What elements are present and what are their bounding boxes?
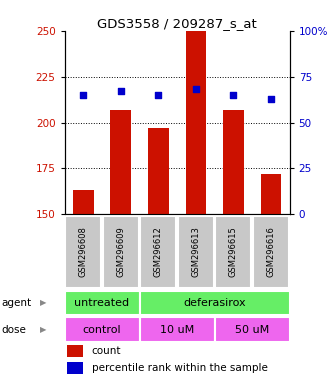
Point <box>118 88 123 94</box>
Text: dose: dose <box>2 324 26 334</box>
Text: 10 uM: 10 uM <box>160 324 194 334</box>
Text: GSM296608: GSM296608 <box>79 227 88 277</box>
Bar <box>148 128 168 214</box>
Bar <box>65 291 140 315</box>
Text: GSM296612: GSM296612 <box>154 227 163 277</box>
Bar <box>73 190 94 214</box>
Text: GSM296615: GSM296615 <box>229 227 238 277</box>
Bar <box>140 216 176 288</box>
Text: GSM296613: GSM296613 <box>191 227 200 277</box>
Text: untreated: untreated <box>74 298 130 308</box>
Bar <box>178 216 214 288</box>
Bar <box>223 110 244 214</box>
Bar <box>67 362 82 374</box>
Text: deferasirox: deferasirox <box>183 298 246 308</box>
Bar <box>111 110 131 214</box>
Bar <box>260 174 281 214</box>
Bar <box>253 216 289 288</box>
Text: ▶: ▶ <box>40 298 46 307</box>
Text: 50 uM: 50 uM <box>235 324 269 334</box>
Bar <box>214 317 290 342</box>
Bar <box>65 216 101 288</box>
Bar <box>215 216 251 288</box>
Text: control: control <box>83 324 121 334</box>
Title: GDS3558 / 209287_s_at: GDS3558 / 209287_s_at <box>97 17 257 30</box>
Point <box>231 92 236 98</box>
Bar <box>103 216 139 288</box>
Text: agent: agent <box>2 298 32 308</box>
Point <box>193 86 199 93</box>
Point <box>268 96 273 102</box>
Bar <box>67 345 82 357</box>
Text: percentile rank within the sample: percentile rank within the sample <box>92 363 267 373</box>
Point <box>156 92 161 98</box>
Text: count: count <box>92 346 121 356</box>
Bar <box>140 291 290 315</box>
Bar <box>185 31 206 214</box>
Bar <box>65 317 140 342</box>
Point <box>81 92 86 98</box>
Bar <box>140 317 214 342</box>
Text: GSM296616: GSM296616 <box>266 227 275 277</box>
Text: GSM296609: GSM296609 <box>116 227 125 277</box>
Text: ▶: ▶ <box>40 325 46 334</box>
